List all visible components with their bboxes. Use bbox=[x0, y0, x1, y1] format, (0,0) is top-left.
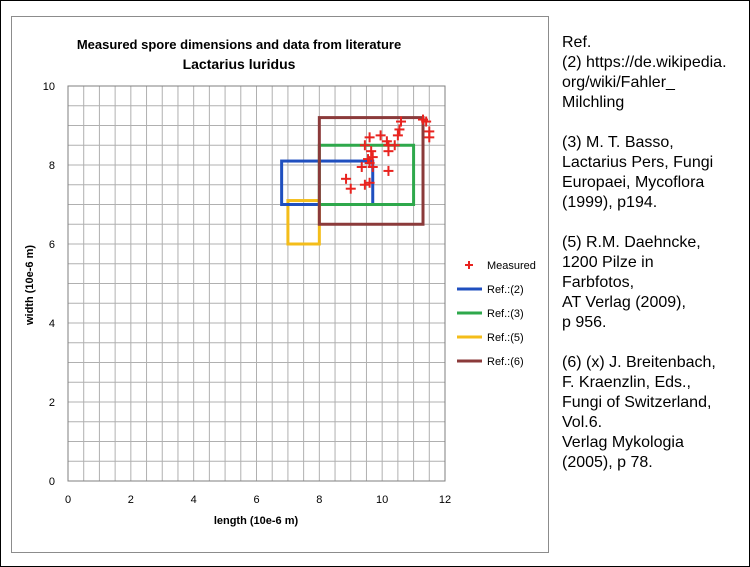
measured-point bbox=[367, 152, 378, 163]
reference-entry-2: (2) https://de.wikipedia. org/wiki/Fahle… bbox=[562, 54, 727, 111]
legend-item: Ref.:(5) bbox=[457, 332, 524, 344]
measured-point bbox=[359, 179, 370, 190]
x-tick-label: 0 bbox=[65, 494, 71, 506]
x-tick-label: 2 bbox=[128, 494, 134, 506]
spore-dimension-chart: Measured spore dimensions and data from … bbox=[24, 37, 536, 527]
measured-point bbox=[341, 173, 352, 184]
measured-point bbox=[383, 165, 394, 176]
y-tick-label: 10 bbox=[43, 81, 55, 93]
measured-point bbox=[345, 183, 356, 194]
legend-item: Ref.:(6) bbox=[457, 356, 524, 368]
reference-entry-3: (3) M. T. Basso, Lactarius Pers, Fungi E… bbox=[562, 134, 714, 211]
legend-label: Ref.:(3) bbox=[487, 308, 524, 320]
chart-subtitle: Lactarius luridus bbox=[183, 56, 296, 72]
measured-point bbox=[366, 146, 377, 157]
x-tick-label: 4 bbox=[191, 494, 197, 506]
reference-rect-6 bbox=[317, 116, 425, 226]
chart-title: Measured spore dimensions and data from … bbox=[77, 37, 401, 52]
legend-label: Ref.:(5) bbox=[487, 332, 524, 344]
y-tick-label: 8 bbox=[49, 160, 55, 172]
measured-point bbox=[424, 132, 435, 143]
legend-label: Ref.:(2) bbox=[487, 284, 524, 296]
x-tick-label: 6 bbox=[253, 494, 259, 506]
plot-border bbox=[67, 85, 446, 482]
measured-point bbox=[359, 140, 370, 151]
x-tick-label: 10 bbox=[376, 494, 388, 506]
reference-heading: Ref. bbox=[562, 34, 592, 51]
reference-rectangles bbox=[280, 116, 425, 246]
x-tick-label: 8 bbox=[316, 494, 322, 506]
y-tick-labels: 0 2 4 6 8 10 bbox=[43, 81, 55, 488]
chart-panel: Measured spore dimensions and data from … bbox=[11, 16, 549, 553]
y-tick-label: 2 bbox=[49, 397, 55, 409]
legend-item: Ref.:(3) bbox=[457, 308, 524, 320]
measured-point bbox=[396, 116, 407, 127]
measured-point bbox=[392, 130, 403, 141]
measured-point bbox=[375, 130, 386, 141]
y-tick-label: 6 bbox=[49, 239, 55, 251]
measured-point bbox=[383, 146, 394, 157]
measured-points bbox=[341, 114, 435, 194]
x-tick-label: 12 bbox=[439, 494, 451, 506]
measured-point bbox=[394, 124, 405, 135]
x-axis-label: length (10e-6 m) bbox=[214, 515, 299, 527]
legend-label: Ref.:(6) bbox=[487, 356, 524, 368]
y-axis-label: width (10e-6 m) bbox=[24, 245, 36, 326]
chart-legend: Measured Ref.:(2) Ref.:(3) Ref.:(5) Ref.:(6) bbox=[457, 260, 536, 368]
measured-point bbox=[364, 177, 375, 188]
y-tick-label: 0 bbox=[49, 476, 55, 488]
y-tick-label: 4 bbox=[49, 318, 55, 330]
x-tick-labels: 0 2 4 6 8 10 12 bbox=[65, 494, 451, 506]
measured-point bbox=[364, 132, 375, 143]
reference-entry-5: (5) R.M. Daehncke, 1200 Pilze in Farbfot… bbox=[562, 234, 701, 331]
legend-label: Measured bbox=[487, 260, 536, 272]
legend-item: Ref.:(2) bbox=[457, 284, 524, 296]
reference-list: Ref. (2) https://de.wikipedia. org/wiki/… bbox=[562, 33, 747, 493]
measured-point bbox=[356, 161, 367, 172]
reference-entry-6: (6) (x) J. Breitenbach, F. Kraenzlin, Ed… bbox=[562, 354, 716, 471]
measured-point bbox=[367, 161, 378, 172]
plot-grid bbox=[67, 85, 446, 482]
measured-point bbox=[421, 116, 432, 127]
legend-item: Measured bbox=[465, 260, 536, 272]
